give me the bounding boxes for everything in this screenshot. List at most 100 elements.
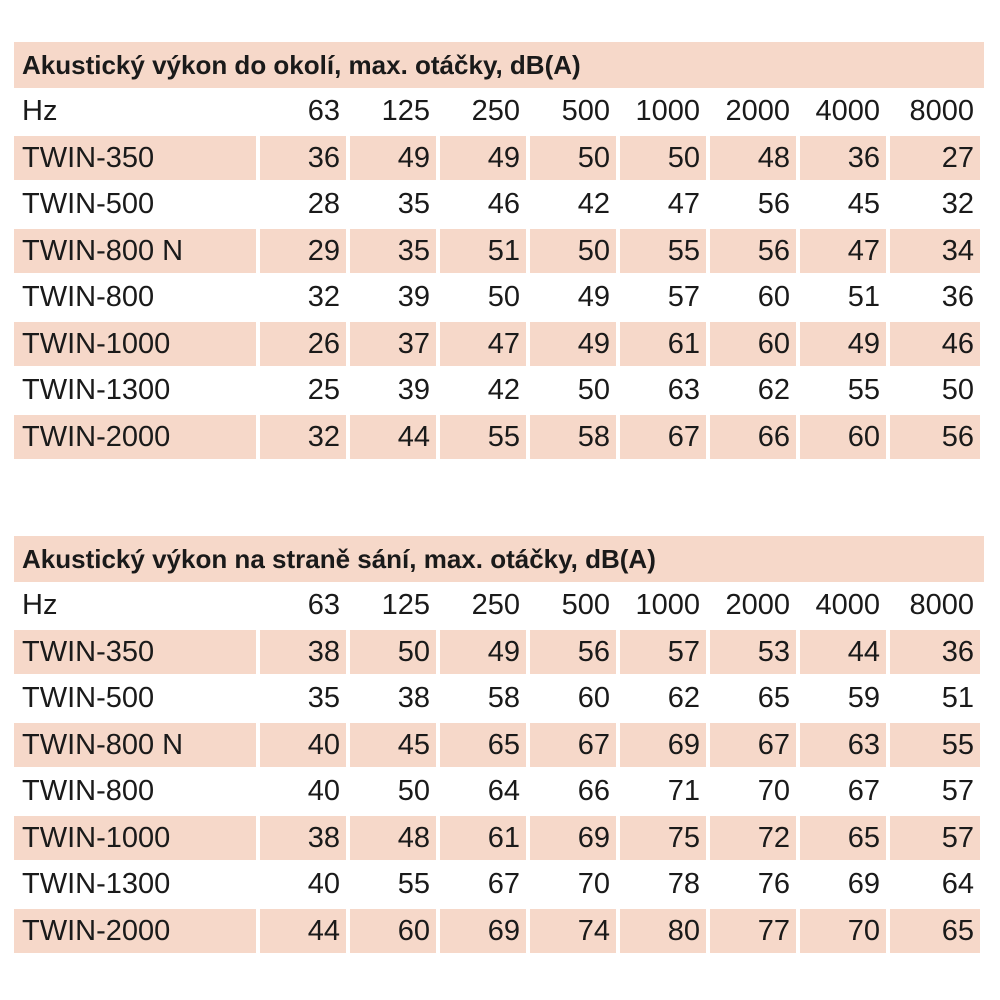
value-cell: 60 — [710, 321, 796, 366]
value-cell: 69 — [440, 908, 526, 953]
model-name-cell: TWIN-800 N — [14, 228, 256, 273]
value-cell: 39 — [397, 374, 430, 406]
model-name-cell: TWIN-1000 — [14, 815, 256, 860]
frequency-header-cell: 8000 — [909, 589, 974, 621]
value-cell: 50 — [530, 135, 616, 180]
value-cell: 29 — [260, 228, 346, 273]
value-cell: 71 — [667, 775, 700, 807]
value-cell: 35 — [397, 188, 430, 220]
value-cell: 64 — [487, 775, 520, 807]
value-cell: 44 — [260, 908, 346, 953]
value-cell: 46 — [487, 188, 520, 220]
table-row: TWIN-1000 26 37 47 49 61 60 49 46 — [14, 321, 984, 368]
frequency-header-cell: 63 — [307, 95, 340, 127]
value-cell: 67 — [620, 414, 706, 459]
value-cell: 66 — [710, 414, 796, 459]
frequency-header-cell: 500 — [561, 589, 610, 621]
value-cell: 72 — [710, 815, 796, 860]
value-cell: 55 — [397, 868, 430, 900]
value-cell: 36 — [941, 281, 974, 313]
value-cell: 58 — [530, 414, 616, 459]
value-cell: 47 — [667, 188, 700, 220]
value-cell: 32 — [941, 188, 974, 220]
value-cell: 57 — [941, 775, 974, 807]
value-cell: 28 — [307, 188, 340, 220]
value-cell: 34 — [890, 228, 980, 273]
table-row: TWIN-1300 40 55 67 70 78 76 69 64 — [14, 861, 984, 908]
frequency-header-cell: 1000 — [635, 589, 700, 621]
value-cell: 25 — [307, 374, 340, 406]
value-cell: 69 — [530, 815, 616, 860]
value-cell: 50 — [620, 135, 706, 180]
value-cell: 51 — [440, 228, 526, 273]
value-cell: 69 — [847, 868, 880, 900]
value-cell: 40 — [307, 868, 340, 900]
value-cell: 42 — [577, 188, 610, 220]
value-cell: 60 — [757, 281, 790, 313]
value-cell: 65 — [757, 682, 790, 714]
value-cell: 45 — [847, 188, 880, 220]
value-cell: 56 — [530, 629, 616, 674]
value-cell: 66 — [577, 775, 610, 807]
value-cell: 67 — [847, 775, 880, 807]
model-name-cell: TWIN-2000 — [14, 908, 256, 953]
frequency-header-cell: 4000 — [815, 95, 880, 127]
value-cell: 50 — [577, 374, 610, 406]
value-cell: 47 — [800, 228, 886, 273]
value-cell: 70 — [577, 868, 610, 900]
value-cell: 57 — [667, 281, 700, 313]
frequency-header-cell: 250 — [471, 95, 520, 127]
value-cell: 60 — [800, 414, 886, 459]
value-cell: 78 — [667, 868, 700, 900]
table-row: TWIN-800 32 39 50 49 57 60 51 36 — [14, 274, 984, 321]
frequency-header-row: Hz 63 125 250 500 1000 2000 4000 8000 — [14, 582, 984, 629]
table-title: Akustický výkon na straně sání, max. otá… — [14, 536, 984, 582]
value-cell: 44 — [800, 629, 886, 674]
table-row: TWIN-350 38 50 49 56 57 53 44 36 — [14, 629, 984, 676]
model-name-cell: TWIN-500 — [22, 188, 155, 220]
value-cell: 40 — [260, 722, 346, 767]
frequency-header-cell: 8000 — [909, 95, 974, 127]
value-cell: 55 — [890, 722, 980, 767]
value-cell: 61 — [620, 321, 706, 366]
table-row: TWIN-350 36 49 49 50 50 48 36 27 — [14, 135, 984, 182]
value-cell: 59 — [847, 682, 880, 714]
value-cell: 65 — [800, 815, 886, 860]
table-row: TWIN-1300 25 39 42 50 63 62 55 50 — [14, 367, 984, 414]
model-name-cell: TWIN-2000 — [14, 414, 256, 459]
frequency-header-cell: 125 — [381, 95, 430, 127]
value-cell: 27 — [890, 135, 980, 180]
frequency-header-cell: 125 — [381, 589, 430, 621]
value-cell: 50 — [941, 374, 974, 406]
value-cell: 62 — [667, 682, 700, 714]
table-row: TWIN-2000 44 60 69 74 80 77 70 65 — [14, 908, 984, 955]
value-cell: 56 — [757, 188, 790, 220]
acoustic-table-surroundings: Akustický výkon do okolí, max. otáčky, d… — [14, 42, 984, 460]
value-cell: 36 — [260, 135, 346, 180]
value-cell: 70 — [757, 775, 790, 807]
frequency-header-cell: 2000 — [725, 589, 790, 621]
value-cell: 49 — [440, 135, 526, 180]
value-cell: 38 — [397, 682, 430, 714]
value-cell: 51 — [941, 682, 974, 714]
model-name-cell: TWIN-1300 — [22, 374, 171, 406]
model-name-cell: TWIN-1300 — [22, 868, 171, 900]
table-row: TWIN-500 28 35 46 42 47 56 45 32 — [14, 181, 984, 228]
value-cell: 75 — [620, 815, 706, 860]
value-cell: 76 — [757, 868, 790, 900]
value-cell: 60 — [577, 682, 610, 714]
value-cell: 45 — [350, 722, 436, 767]
value-cell: 51 — [847, 281, 880, 313]
model-name-cell: TWIN-800 — [22, 281, 155, 313]
value-cell: 36 — [800, 135, 886, 180]
value-cell: 50 — [530, 228, 616, 273]
model-name-cell: TWIN-800 N — [14, 722, 256, 767]
value-cell: 74 — [530, 908, 616, 953]
value-cell: 32 — [260, 414, 346, 459]
value-cell: 56 — [710, 228, 796, 273]
frequency-header-cell: 1000 — [635, 95, 700, 127]
value-cell: 38 — [260, 629, 346, 674]
value-cell: 35 — [307, 682, 340, 714]
value-cell: 50 — [397, 775, 430, 807]
value-cell: 39 — [397, 281, 430, 313]
